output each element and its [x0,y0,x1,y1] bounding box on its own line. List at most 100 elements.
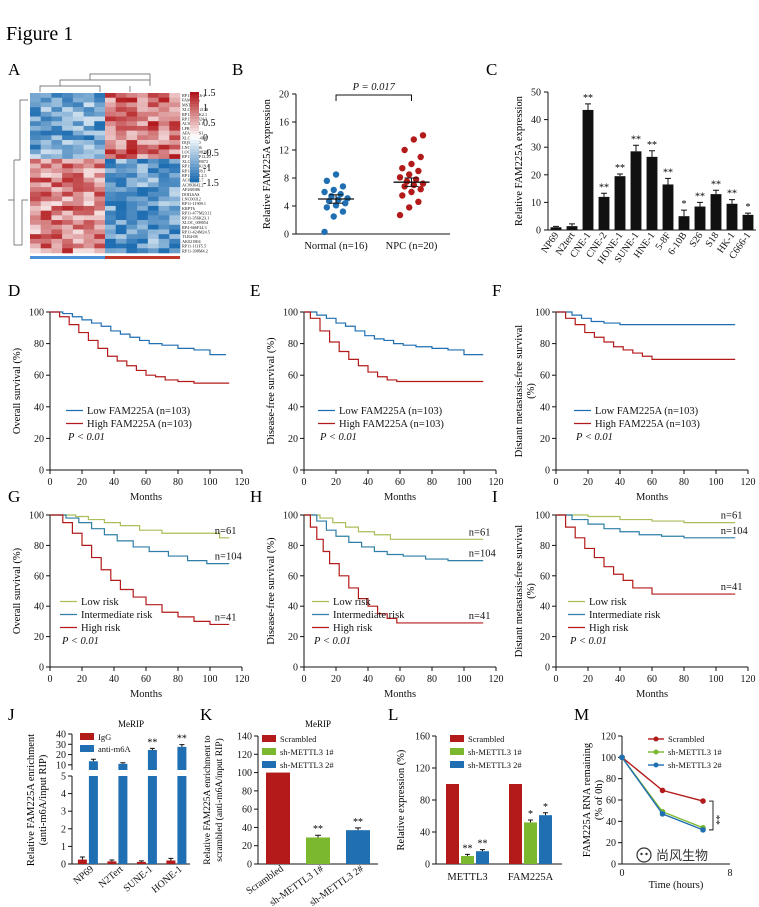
heatmap-cell [30,163,42,169]
axis-lines [49,312,242,471]
group-bar-normal [30,256,105,259]
heatmap-cell [62,243,74,249]
heatmap-cell [30,182,42,188]
heatmap-cell [147,201,159,207]
heatmap-cell [169,173,181,179]
y-axis-label: Overall survival (%) [12,547,23,634]
heatmap-cell [147,182,159,188]
legend-swatch [80,745,94,752]
significance-label: ** [177,734,187,745]
x-tick-label: 100 [203,674,218,685]
heatmap-cell [94,229,106,235]
colorbar-swatch [190,134,199,138]
heatmap-cell [51,102,63,108]
data-point [342,200,349,207]
heatmap-cell [137,224,149,230]
heatmap-cell [62,135,74,141]
figure-title: Figure 1 [6,23,73,45]
error-bar [745,212,751,215]
heatmap-cell [169,191,181,197]
heatmap-cell [72,210,84,216]
heatmap-cell [169,121,181,127]
heatmap-cell [51,229,63,235]
heatmap-cell [126,182,138,188]
y-tick-label: 60 [34,571,44,582]
heatmap-cell [147,149,159,155]
heatmap-cell [83,205,95,211]
bar [461,856,474,864]
x-category-label: HONE-1 [150,864,185,896]
heatmap-cell [105,168,117,174]
heatmap-cell [40,243,52,249]
heatmap-cell [115,135,127,141]
heatmap-cell [169,229,181,235]
heatmap-cell [169,177,181,183]
bar [446,784,459,864]
heatmap-cell [40,196,52,202]
error-bar [601,192,607,197]
heatmap-cell [51,215,63,221]
legend-label: sh-METTL3 2# [468,760,522,770]
y-tick-label: 100 [29,308,44,319]
heatmap-cell [126,97,138,103]
legend-label: Low risk [333,597,371,608]
heatmap-cell [126,154,138,160]
bar [166,860,176,864]
heatmap-cell [126,125,138,131]
y-tick-label: 20 [531,170,541,181]
heatmap-cell [51,121,63,127]
heatmap-cell [158,201,170,207]
gene-label: KRPT6 [182,206,195,211]
heatmap-cell [83,144,95,150]
heatmap-cell [30,168,42,174]
legend-label: anti-m6A [98,744,131,754]
heatmap-cell [137,210,149,216]
x-category-label: FAM225A [508,872,554,883]
heatmap-cell [72,234,84,240]
heatmap-cell [62,163,74,169]
bar [678,216,690,230]
heatmap-cell [72,93,84,99]
heatmap-cell [72,201,84,207]
heatmap-cell [115,210,127,216]
heatmap-cell [83,177,95,183]
y-tick-label: 20 [242,841,252,852]
y-tick-label: 5 [61,772,66,783]
heatmap-cell [147,102,159,108]
heatmap-cell [51,163,63,169]
bar [118,763,128,770]
y-tick-label: 20 [288,434,298,445]
heatmap-cell [94,210,106,216]
y-tick-label: 80 [420,796,430,807]
significance-label: ** [711,179,721,190]
heatmap-cell [51,97,63,103]
heatmap-cell [83,135,95,141]
axis-lines [303,312,496,471]
heatmap-cell [94,140,106,146]
heatmap-cell [40,229,52,235]
heatmap-cell [72,177,84,183]
heatmap-cell [51,107,63,113]
significance-label: * [528,809,533,820]
x-tick-label: 100 [709,674,724,685]
legend-label: Intermediate risk [81,610,153,621]
x-tick-label: 20 [583,674,593,685]
p-value-label: P = 0.017 [352,82,396,93]
error-bar [90,758,96,762]
significance-label: * [682,199,687,210]
heatmap-cell [147,205,159,211]
heatmap-cell [105,201,117,207]
x-category-label: NP69 [72,864,97,887]
y-axis-label: Relative FAM225A enrichment to [203,735,213,865]
bar [614,176,626,230]
p-value-label: P < 0.01 [67,432,105,443]
heatmap-cell [147,248,159,254]
y-axis-label: Relative expression (%) [396,749,407,850]
heatmap-cell [62,111,74,117]
y-tick-label: 40 [242,823,252,834]
heatmap-cell [147,135,159,141]
x-tick-label: 100 [203,477,218,488]
heatmap-cell [83,158,95,164]
